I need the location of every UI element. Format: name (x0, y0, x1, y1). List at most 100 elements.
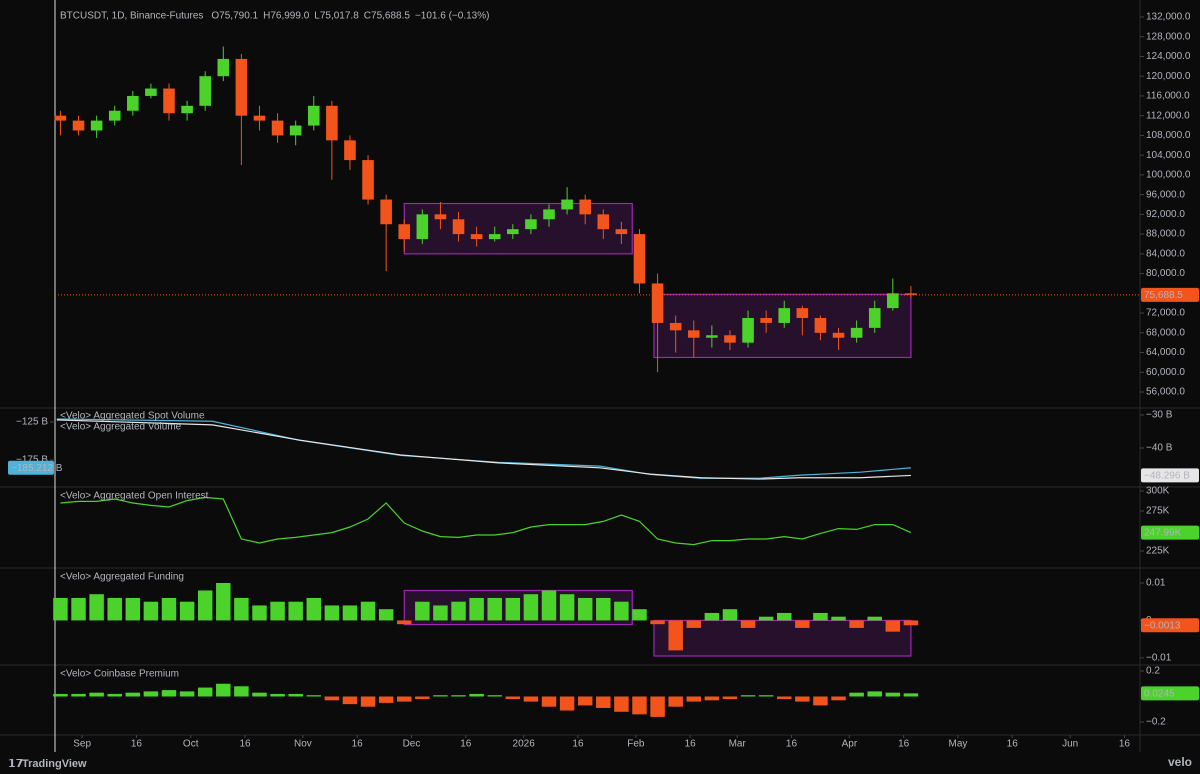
x-tick-label: Nov (294, 739, 312, 750)
bar (53, 693, 68, 697)
x-tick-label: 16 (898, 739, 910, 750)
bar (415, 696, 430, 700)
bar (360, 601, 376, 621)
bar (197, 687, 213, 697)
bar (650, 620, 665, 625)
bar (107, 693, 122, 697)
bar (415, 601, 430, 621)
bar (885, 692, 901, 697)
bar (740, 695, 756, 697)
bar (234, 597, 249, 621)
legend-label: <Velo> Aggregated Volume (60, 422, 182, 433)
bar (161, 690, 177, 697)
candle-body (235, 58, 248, 116)
bar (813, 696, 828, 706)
bar (523, 696, 539, 702)
y-tick-label: 124,000.0 (1146, 51, 1191, 62)
y-tick-label: 100,000.0 (1146, 170, 1191, 181)
x-tick-label: Jun (1062, 739, 1078, 750)
bar (722, 696, 738, 700)
x-tick-label: 16 (685, 739, 697, 750)
candle-body (271, 120, 284, 136)
bar (577, 597, 593, 621)
y-tick-label: 64,000.0 (1146, 347, 1185, 358)
bar (577, 696, 593, 706)
bar (686, 696, 702, 702)
last-value-tag (1141, 618, 1199, 633)
bar (288, 693, 303, 697)
candle-body (326, 105, 338, 141)
y-tick-label: 0.2 (1146, 666, 1160, 677)
y-tick-label: 104,000.0 (1146, 150, 1191, 161)
bar (885, 620, 901, 632)
candle-body (145, 88, 157, 96)
y-tick-label: 108,000.0 (1146, 130, 1191, 141)
y-tick-label: 300K (1146, 486, 1170, 497)
candle-body (199, 76, 211, 106)
ohlc-value: 75,790.1 (219, 11, 258, 22)
candle-body (832, 332, 845, 338)
x-tick-label: Apr (842, 739, 858, 750)
ohlc-value: −101.6 (−0.13%) (415, 11, 490, 22)
bar (143, 691, 159, 697)
last-value-label: 75,688.5 (1144, 290, 1183, 301)
candle-body (434, 214, 447, 220)
pane-title: <Velo> Aggregated Open Interest (60, 491, 209, 502)
bar (197, 590, 213, 621)
bar (270, 601, 285, 621)
y-tick-label: 80,000.0 (1146, 268, 1185, 279)
x-tick-label: 2026 (513, 739, 536, 750)
last-value-label: −0.0013 (1144, 620, 1181, 631)
y-tick-label: −0.2 (1146, 717, 1166, 728)
candle-body (108, 110, 121, 121)
series-line (56, 419, 911, 480)
y-tick-label: 84,000.0 (1146, 248, 1185, 259)
bar (559, 594, 575, 621)
bar (831, 696, 846, 701)
last-value-label: −48.296 B (1144, 471, 1190, 482)
bar (740, 620, 756, 628)
bar (541, 696, 557, 707)
bar (288, 601, 303, 621)
candle-body (724, 335, 736, 343)
bar (668, 696, 683, 707)
candle-body (814, 317, 827, 333)
bar (107, 597, 122, 621)
candle-body (706, 335, 718, 338)
y-tick-label: −125 B (16, 417, 48, 428)
y-tick-label: −175 B (16, 455, 48, 466)
bar (487, 597, 502, 621)
bar (813, 612, 828, 621)
candle-body (72, 120, 85, 131)
bar (71, 597, 86, 621)
y-tick-label: 92,000.0 (1146, 209, 1185, 220)
y2-tick-label: −30 B (1146, 410, 1173, 421)
bar (216, 582, 231, 621)
range-box (653, 293, 912, 359)
candle-body (362, 160, 374, 200)
footer-brand[interactable]: TradingView (22, 758, 87, 770)
bar (451, 695, 466, 697)
pane-title: <Velo> Coinbase Premium (60, 669, 179, 680)
y-tick-label: 112,000.0 (1146, 110, 1190, 121)
bar (867, 691, 882, 697)
ohlc-key: O (211, 11, 219, 22)
last-value-label: 247.99K (1144, 528, 1182, 539)
last-value-tag (1141, 468, 1199, 483)
bar (541, 590, 557, 621)
pane-title: <Velo> Aggregated Funding (60, 572, 184, 583)
y-tick-label: 0.01 (1146, 578, 1166, 589)
candle-body (543, 209, 555, 220)
x-tick-label: Dec (403, 739, 421, 750)
x-tick-label: 16 (572, 739, 584, 750)
ohlc-value: 76,999.0 (270, 11, 309, 22)
x-tick-label: 16 (1007, 739, 1019, 750)
candle-body (868, 308, 881, 328)
bar (324, 605, 340, 621)
candle-body (887, 293, 899, 309)
candle-body (597, 214, 610, 230)
legend-label: <Velo> Aggregated Spot Volume (60, 411, 205, 422)
